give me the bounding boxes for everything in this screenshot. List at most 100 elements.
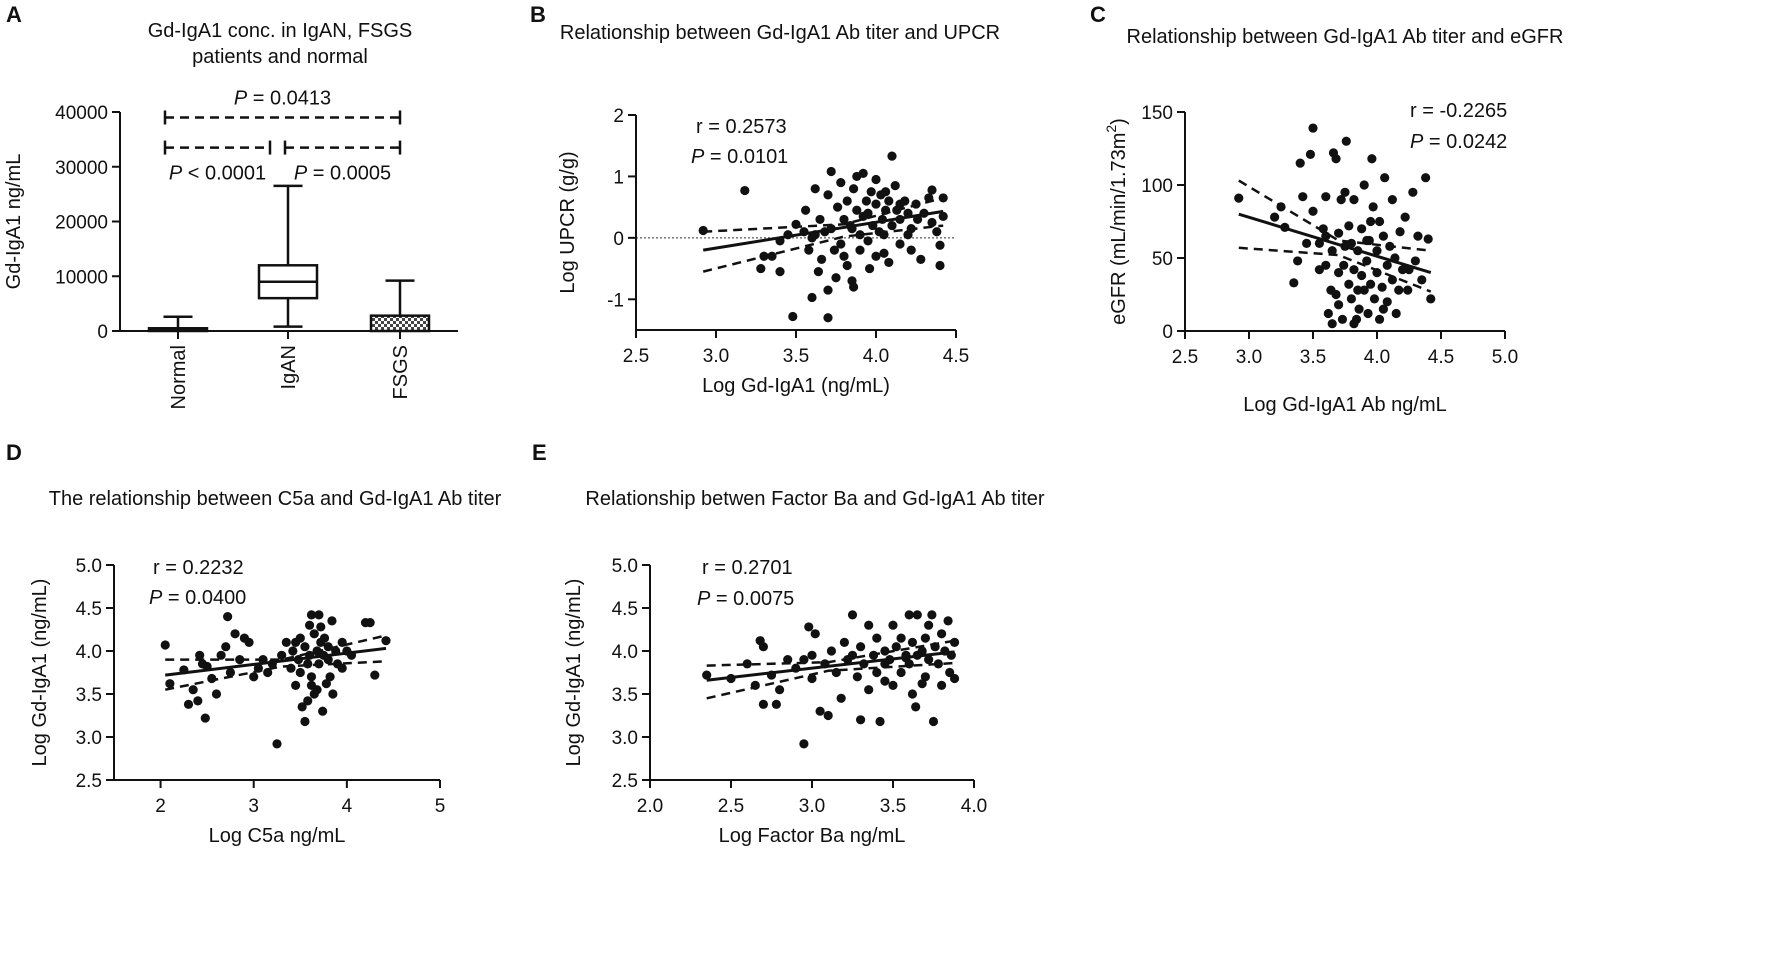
panel-c-data-point [1413,231,1423,241]
panel-b-x-tick-label: 3.5 [783,346,809,367]
panel-d-y-tick-label: 4.5 [76,599,102,620]
panel-d-data-point [253,663,263,673]
panel-b-data-point [881,187,891,197]
panel-d-data-point [314,610,324,620]
panel-b-data-point [855,245,865,255]
panel-b-x-tick-label: 4.5 [943,346,969,367]
panel-b-data-point [817,254,827,264]
panel-c-data-point [1354,304,1364,314]
panel-c-data-point [1359,285,1369,295]
panel-b-data-point [932,227,942,237]
panel-b-data-point [775,236,785,246]
panel-d-data-point [323,642,333,652]
panel-c-data-point [1331,154,1341,164]
panel-c-data-point [1302,238,1312,248]
panel-c-data-point [1382,260,1392,270]
panel-c-data-point [1391,308,1401,319]
panel-b-data-point [849,282,859,292]
panel-b-data-point [823,313,833,323]
panel-b-data-point [916,254,926,264]
panel-b-data-point [858,168,868,178]
panel-d-data-point [293,655,304,665]
panel-e-data-point [872,633,882,643]
panel-c-data-point [1344,221,1354,231]
panel-a-p-value: P < 0.0001 [169,163,266,185]
panel-b-data-point [836,239,846,249]
panel-d-y-tick-label: 4.0 [76,642,102,663]
panel-c-data-point [1276,202,1286,212]
panel-a-y-tick-label: 20000 [55,213,108,234]
panel-d-data-point [286,663,296,673]
panel-c-data-point [1346,238,1356,248]
panel-d-y-axis-label: Log Gd-IgA1 (ng/mL) [29,579,51,767]
panel-c-ci-upper-line [1238,179,1431,252]
panel-d-data-point [223,612,233,622]
panel-b-data-point [823,285,833,295]
panel-d-data-point [297,702,307,712]
panel-d-data-point [370,670,380,680]
panel-d-y-tick-label: 3.0 [76,728,102,749]
panel-c-data-point [1394,285,1404,295]
panel-d-data-point [202,661,212,672]
panel-c-y-tick-label: 150 [1141,103,1173,124]
panel-e-y-tick-label: 3.5 [612,685,638,706]
panel-e-data-point [856,715,866,725]
panel-e-data-point [836,693,846,703]
panel-d-data-point [183,699,194,709]
panel-c-scatter-plot: 2.5 3.0 3.5 4.0 4.5 5.0 0 50 100 150 Log Gd-IgA1 A… [1103,100,1518,416]
panel-e-data-point [799,739,809,749]
panel-d-data-point [288,646,298,656]
panel-c-data-point [1426,294,1436,304]
panel-e-data-point [823,710,833,721]
panel-e-y-tick-label: 3.0 [612,728,638,749]
panel-a-x-tick-label: FSGS [390,345,412,399]
panel-d-scatter-plot: 2 3 4 5 2.5 3.0 3.5 4.0 4.5 5.0 Log C5a ng/mL Log G… [29,556,445,847]
panel-b-data-point [833,202,843,212]
panel-b-data-point [698,225,708,236]
panel-d-data-point [309,629,319,639]
panel-e-data-point [924,620,934,630]
panel-d-data-point [235,655,245,665]
panel-e-data-point [783,655,793,665]
panel-c-data-point [1398,265,1408,275]
panel-e-data-point [880,659,890,669]
panel-e-y-tick-label: 4.5 [612,599,638,620]
panel-e-ci-lower-line [706,661,955,700]
panel-c-data-point [1374,314,1385,324]
panel-e-data-point [920,633,930,643]
panel-d-data-point [195,650,205,660]
panel-b-y-tick-label: 0 [613,229,624,250]
panel-e-data-point [810,629,820,639]
panel-b-data-point [919,208,929,218]
panel-e-y-tick-label: 5.0 [612,556,638,577]
panel-c-data-point [1395,227,1405,237]
panel-b-data-point [913,214,923,225]
panel-e-data-point [766,670,777,680]
panel-b-data-point [842,196,852,206]
panel-b-title: Relationship between Gd-IgA1 Ab titer an… [559,22,1001,44]
panel-c-data-point [1372,246,1382,256]
panel-c-data-point [1362,256,1372,266]
panel-e-data-point [852,672,862,682]
panel-label-c: C [1090,2,1106,27]
panel-e-data-point [807,673,817,684]
panel-a-title-line2: patients and normal [192,46,368,68]
panel-b-data-point [884,196,894,206]
panel-e-scatter-plot: 2.0 2.5 3.0 3.5 4.0 2.5 3.0 3.5 4.0 4.5 5.0 Log Fac… [563,556,987,847]
panel-d-data-point [323,655,333,665]
panel-c-data-point [1390,253,1400,263]
panel-c-data-point [1305,149,1316,159]
panel-e-data-point [775,685,785,695]
panel-c-data-point [1314,238,1324,248]
panel-c-p-value: P = 0.0242 [1410,131,1507,153]
panel-e-data-point [859,659,869,669]
panel-b-data-point [783,230,793,240]
panel-d-data-point [230,629,240,639]
panel-e-data-point [888,680,898,690]
panel-c-data-point [1362,235,1372,246]
panel-c-data-point [1359,180,1369,190]
panel-d-data-point [281,637,291,647]
panel-d-data-point [346,650,357,660]
panel-d-data-point [337,637,347,647]
panel-c-x-tick-label: 4.5 [1428,347,1454,368]
